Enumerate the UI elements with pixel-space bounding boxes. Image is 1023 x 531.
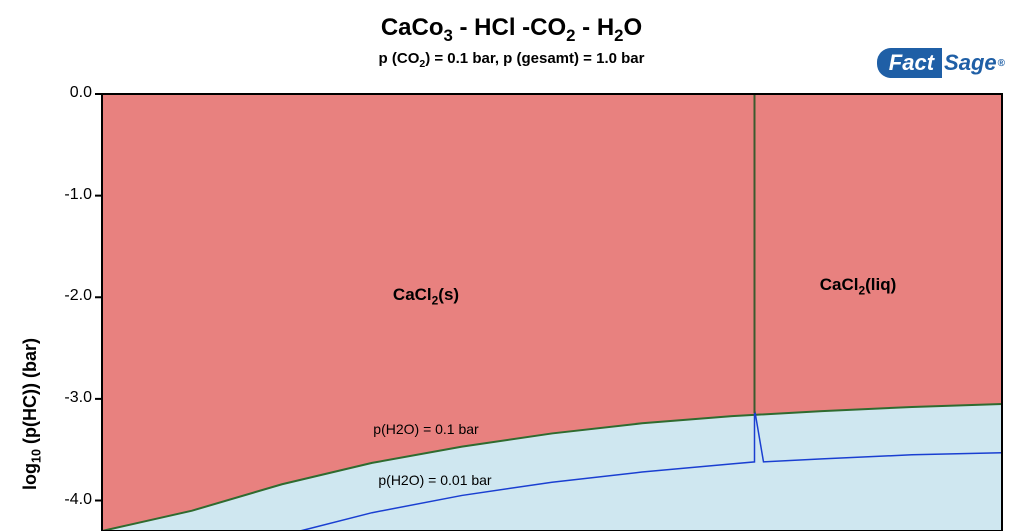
annotation: p(H2O) = 0.1 bar [306,421,546,449]
chart-title: CaCo3 - HCl -CO2 - H2O [0,14,1023,46]
annotation: CaCl2(liq) [738,275,978,309]
y-tick-label: -4.0 [42,491,92,509]
annotation: CaCl2(s) [306,285,546,319]
annotation: p(H2O) = 0.01 bar [315,472,555,500]
y-tick-label: -1.0 [42,186,92,204]
y-tick-label: -2.0 [42,287,92,305]
logo-rest: Sage [944,50,997,76]
y-axis-label: log10 (p(HC)) (bar) [20,338,44,490]
chart-subtitle: p (CO2) = 0.1 bar, p (gesamt) = 1.0 bar [0,50,1023,70]
factsage-logo: Fact Sage ® [877,48,1005,78]
logo-tab: Fact [877,48,942,78]
phase-diagram-plot: CaCl2(s) CaCl2(liq) p(H2O) = 0.1 bar p(H2O)… [102,94,1002,531]
page: CaCo3 - HCl -CO2 - H2O p (CO2) = 0.1 bar… [0,0,1023,531]
y-tick-label: -3.0 [42,389,92,407]
y-tick-label: 0.0 [42,84,92,102]
logo-trademark: ® [998,58,1005,69]
